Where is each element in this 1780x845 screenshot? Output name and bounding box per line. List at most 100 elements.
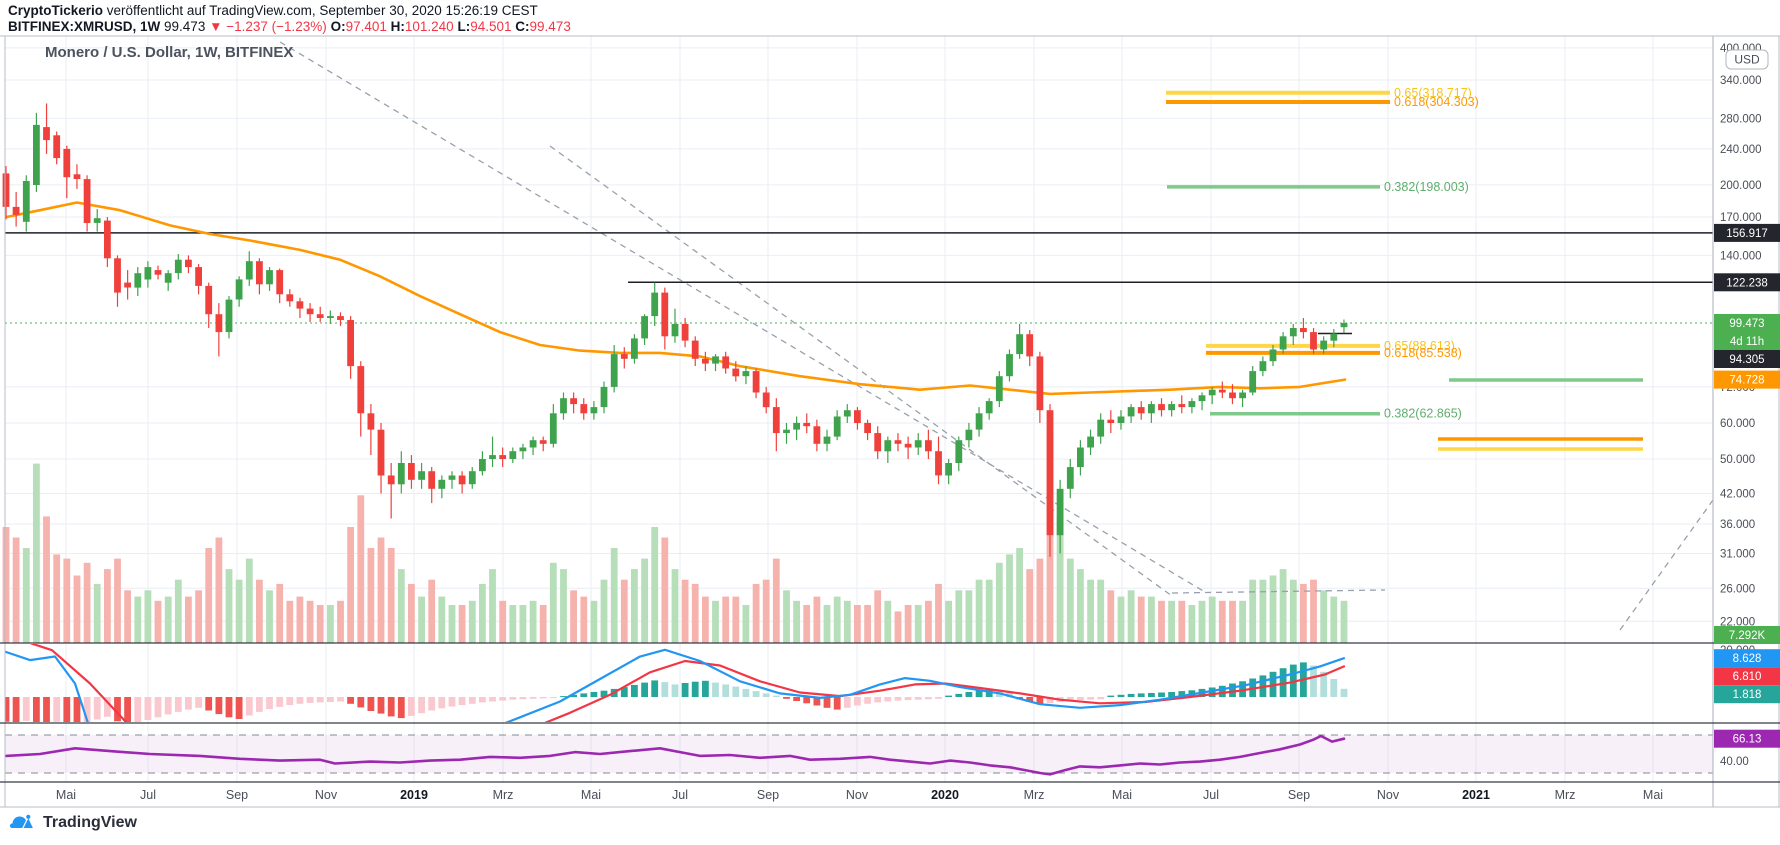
fib-level-label: 0.382(198.003) [1384,180,1469,194]
macd-histogram-bar [702,680,709,697]
macd-histogram-bar [1026,697,1034,702]
price-tick-label: 42.000 [1720,488,1755,500]
candle-body [833,416,841,437]
price-tick-label: 340.000 [1720,75,1762,87]
macd-histogram-bar [1036,697,1044,705]
volume-bar [12,537,20,643]
candle-body [1289,328,1297,337]
volume-bar [661,537,669,643]
volume-bar [418,596,425,643]
volume-bar [1320,590,1328,644]
candle-body [43,127,50,141]
macd-histogram-bar [1117,694,1125,698]
volume-bar [783,590,790,644]
volume-bar [560,569,567,643]
candle-body [1036,356,1044,411]
volume-bar [1066,558,1074,643]
volume-bar [752,583,760,643]
volume-badge [1714,626,1780,644]
volume-bar [1310,579,1317,643]
candle-body [215,314,223,333]
time-axis-layer[interactable]: Mai Jul Sep Nov 2019 Mrz Mai Jul Sep Nov 2020 Mrz Ma… [56,788,1663,802]
currency-pill-label: USD [1734,53,1760,67]
candle-body [823,436,831,444]
volume-bar [1289,579,1297,643]
macd-histogram-bar [43,697,50,722]
macd-histogram-bar [580,693,588,697]
volume-bar [1178,600,1186,643]
macd-histogram-bar [1137,693,1145,697]
volume-bar [53,554,61,643]
volume-bar [93,583,101,643]
macd-histogram-bar [195,697,202,708]
macd-histogram-bar [1178,691,1186,697]
macd-histogram-bar [1046,697,1054,704]
candle-body [813,426,821,444]
time-axis-label: Mai [581,788,601,802]
macd-histogram-bar [479,697,486,703]
price-axis-badge [1714,273,1780,292]
volume-bar [864,605,871,643]
macd-histogram-bar [529,697,537,699]
candle-body [995,376,1003,402]
candle-body [347,320,354,367]
candle-body [1066,467,1074,489]
fib-level-label: 0.65(88.613) [1384,339,1455,353]
volume-bar [397,569,405,643]
macd-value-badge [1714,649,1780,668]
volume-bar [215,537,223,643]
candle-body [428,471,436,489]
tradingview-logo-text: TradingView [43,814,137,831]
candle-body [904,443,912,448]
price-badge-label: 156.917 [1726,228,1768,240]
volume-bar [641,558,648,643]
candle-body [144,267,152,280]
macd-histogram-bar [854,697,861,706]
candle-body [235,279,243,300]
candle-body [539,440,547,444]
price-badge-label: 8.628 [1733,653,1762,665]
macd-histogram-bar [1077,697,1084,701]
volume-bar [955,590,963,644]
candle-body [549,413,557,444]
volume-bar [884,600,892,643]
volume-bar [357,495,365,643]
price-axis-layer[interactable]: 400.000340.000280.000240.000200.000170.0… [1714,43,1780,768]
volume-bar [63,558,71,643]
price-badge-label: 99.473 [1729,318,1764,330]
high-label: H: [390,19,405,34]
time-axis-label: Sep [757,788,779,802]
volume-bar [1127,590,1135,644]
price-tick-label: 200.000 [1720,180,1762,192]
candle-body [1117,416,1125,423]
macd-histogram-bar [833,697,841,710]
volume-bar [722,596,730,643]
macd-histogram-bar [5,697,10,722]
volume-bar [256,579,263,643]
frame-layer [0,35,1780,808]
macd-histogram-bar [631,684,638,697]
macd-histogram-bar [681,683,689,697]
volume-bar [1168,600,1175,643]
volume-bar [296,596,304,643]
time-axis-label: Mrz [493,788,514,802]
volume-bar [590,600,598,643]
macd-histogram-bar [600,690,608,697]
price-tick-label: 280.000 [1720,113,1762,125]
macd-histogram-bar [965,692,973,697]
volume-bar [266,590,273,644]
volume-bar [1340,600,1348,643]
volume-bar [276,583,284,643]
macd-histogram-bar [712,682,719,697]
macd-histogram-bar [783,697,790,699]
candle-body [367,413,375,430]
tradingview-logo[interactable]: TradingView [10,812,137,834]
macd-histogram-bar [1168,692,1175,697]
candle-body [681,323,689,341]
open-label: O: [330,19,346,34]
volume-bar [935,583,942,643]
candle-body [762,392,770,408]
volume-bar [1279,569,1287,643]
low-label: L: [457,19,471,34]
